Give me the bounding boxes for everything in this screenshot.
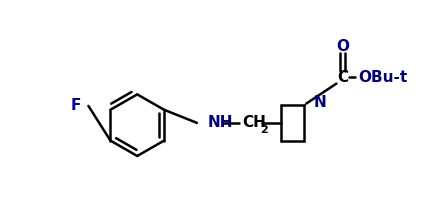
Text: F: F xyxy=(70,98,80,113)
Text: OBu-t: OBu-t xyxy=(358,70,407,85)
Text: NH: NH xyxy=(208,115,233,130)
Text: CH: CH xyxy=(242,115,266,130)
Text: 2: 2 xyxy=(261,125,268,135)
Text: N: N xyxy=(313,95,326,110)
Text: O: O xyxy=(336,39,349,54)
Text: C: C xyxy=(337,70,348,85)
